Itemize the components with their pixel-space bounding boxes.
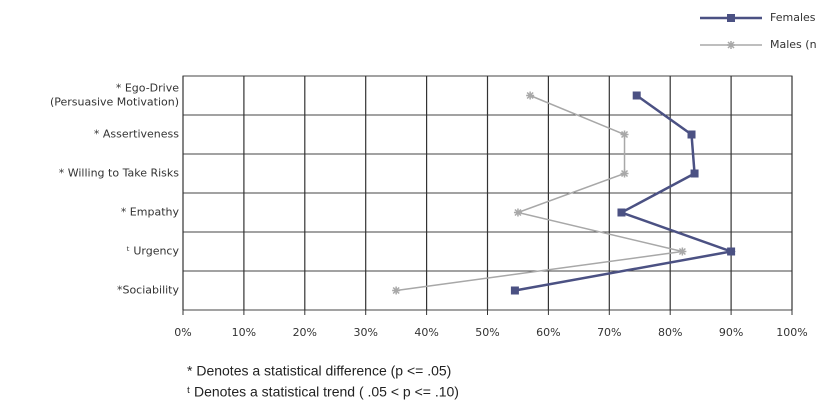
data-point [513, 208, 522, 217]
data-point [526, 91, 535, 100]
data-point [687, 130, 696, 139]
series-line [514, 94, 736, 292]
x-tick-label: 80% [658, 326, 682, 339]
y-tick-label: * Ego-Drive (Persuasive Motivation) [50, 82, 179, 109]
y-tick-label: *Sociability [117, 284, 180, 297]
x-tick-label: 100% [776, 326, 807, 339]
legend-label: Males (n = 56) [770, 38, 818, 51]
legend-label: Females (n = 59) [770, 11, 818, 24]
x-tick-label: 30% [353, 326, 377, 339]
x-tick-label: 10% [232, 326, 256, 339]
x-tick-label: 20% [293, 326, 317, 339]
y-tick-label: ᵗ Urgency [127, 245, 180, 258]
y-tick-label: * Willing to Take Risks [59, 167, 180, 180]
x-tick-label: 90% [719, 326, 743, 339]
data-point [620, 130, 629, 139]
x-tick-label: 60% [536, 326, 560, 339]
y-tick-label-line: (Persuasive Motivation) [50, 96, 179, 109]
x-tick-label: 70% [597, 326, 621, 339]
data-point [510, 286, 519, 295]
series-line [396, 94, 683, 292]
x-tick-label: 0% [174, 326, 191, 339]
y-tick-label-line: * Ego-Drive [116, 82, 179, 95]
legend-marker [727, 14, 735, 22]
data-point [678, 247, 687, 256]
legend-marker [727, 41, 735, 49]
footnote: ᵗ Denotes a statistical trend ( .05 < p … [187, 384, 459, 400]
data-point [690, 169, 699, 178]
data-point [620, 169, 629, 178]
y-tick-label: * Assertiveness [94, 128, 179, 141]
footnote: * Denotes a statistical difference (p <=… [187, 363, 451, 379]
data-point [617, 208, 626, 217]
x-tick-label: 50% [475, 326, 499, 339]
data-point [632, 91, 641, 100]
x-tick-label: 40% [414, 326, 438, 339]
y-tick-label: * Empathy [121, 206, 180, 219]
data-point [392, 286, 401, 295]
data-point [727, 247, 736, 256]
